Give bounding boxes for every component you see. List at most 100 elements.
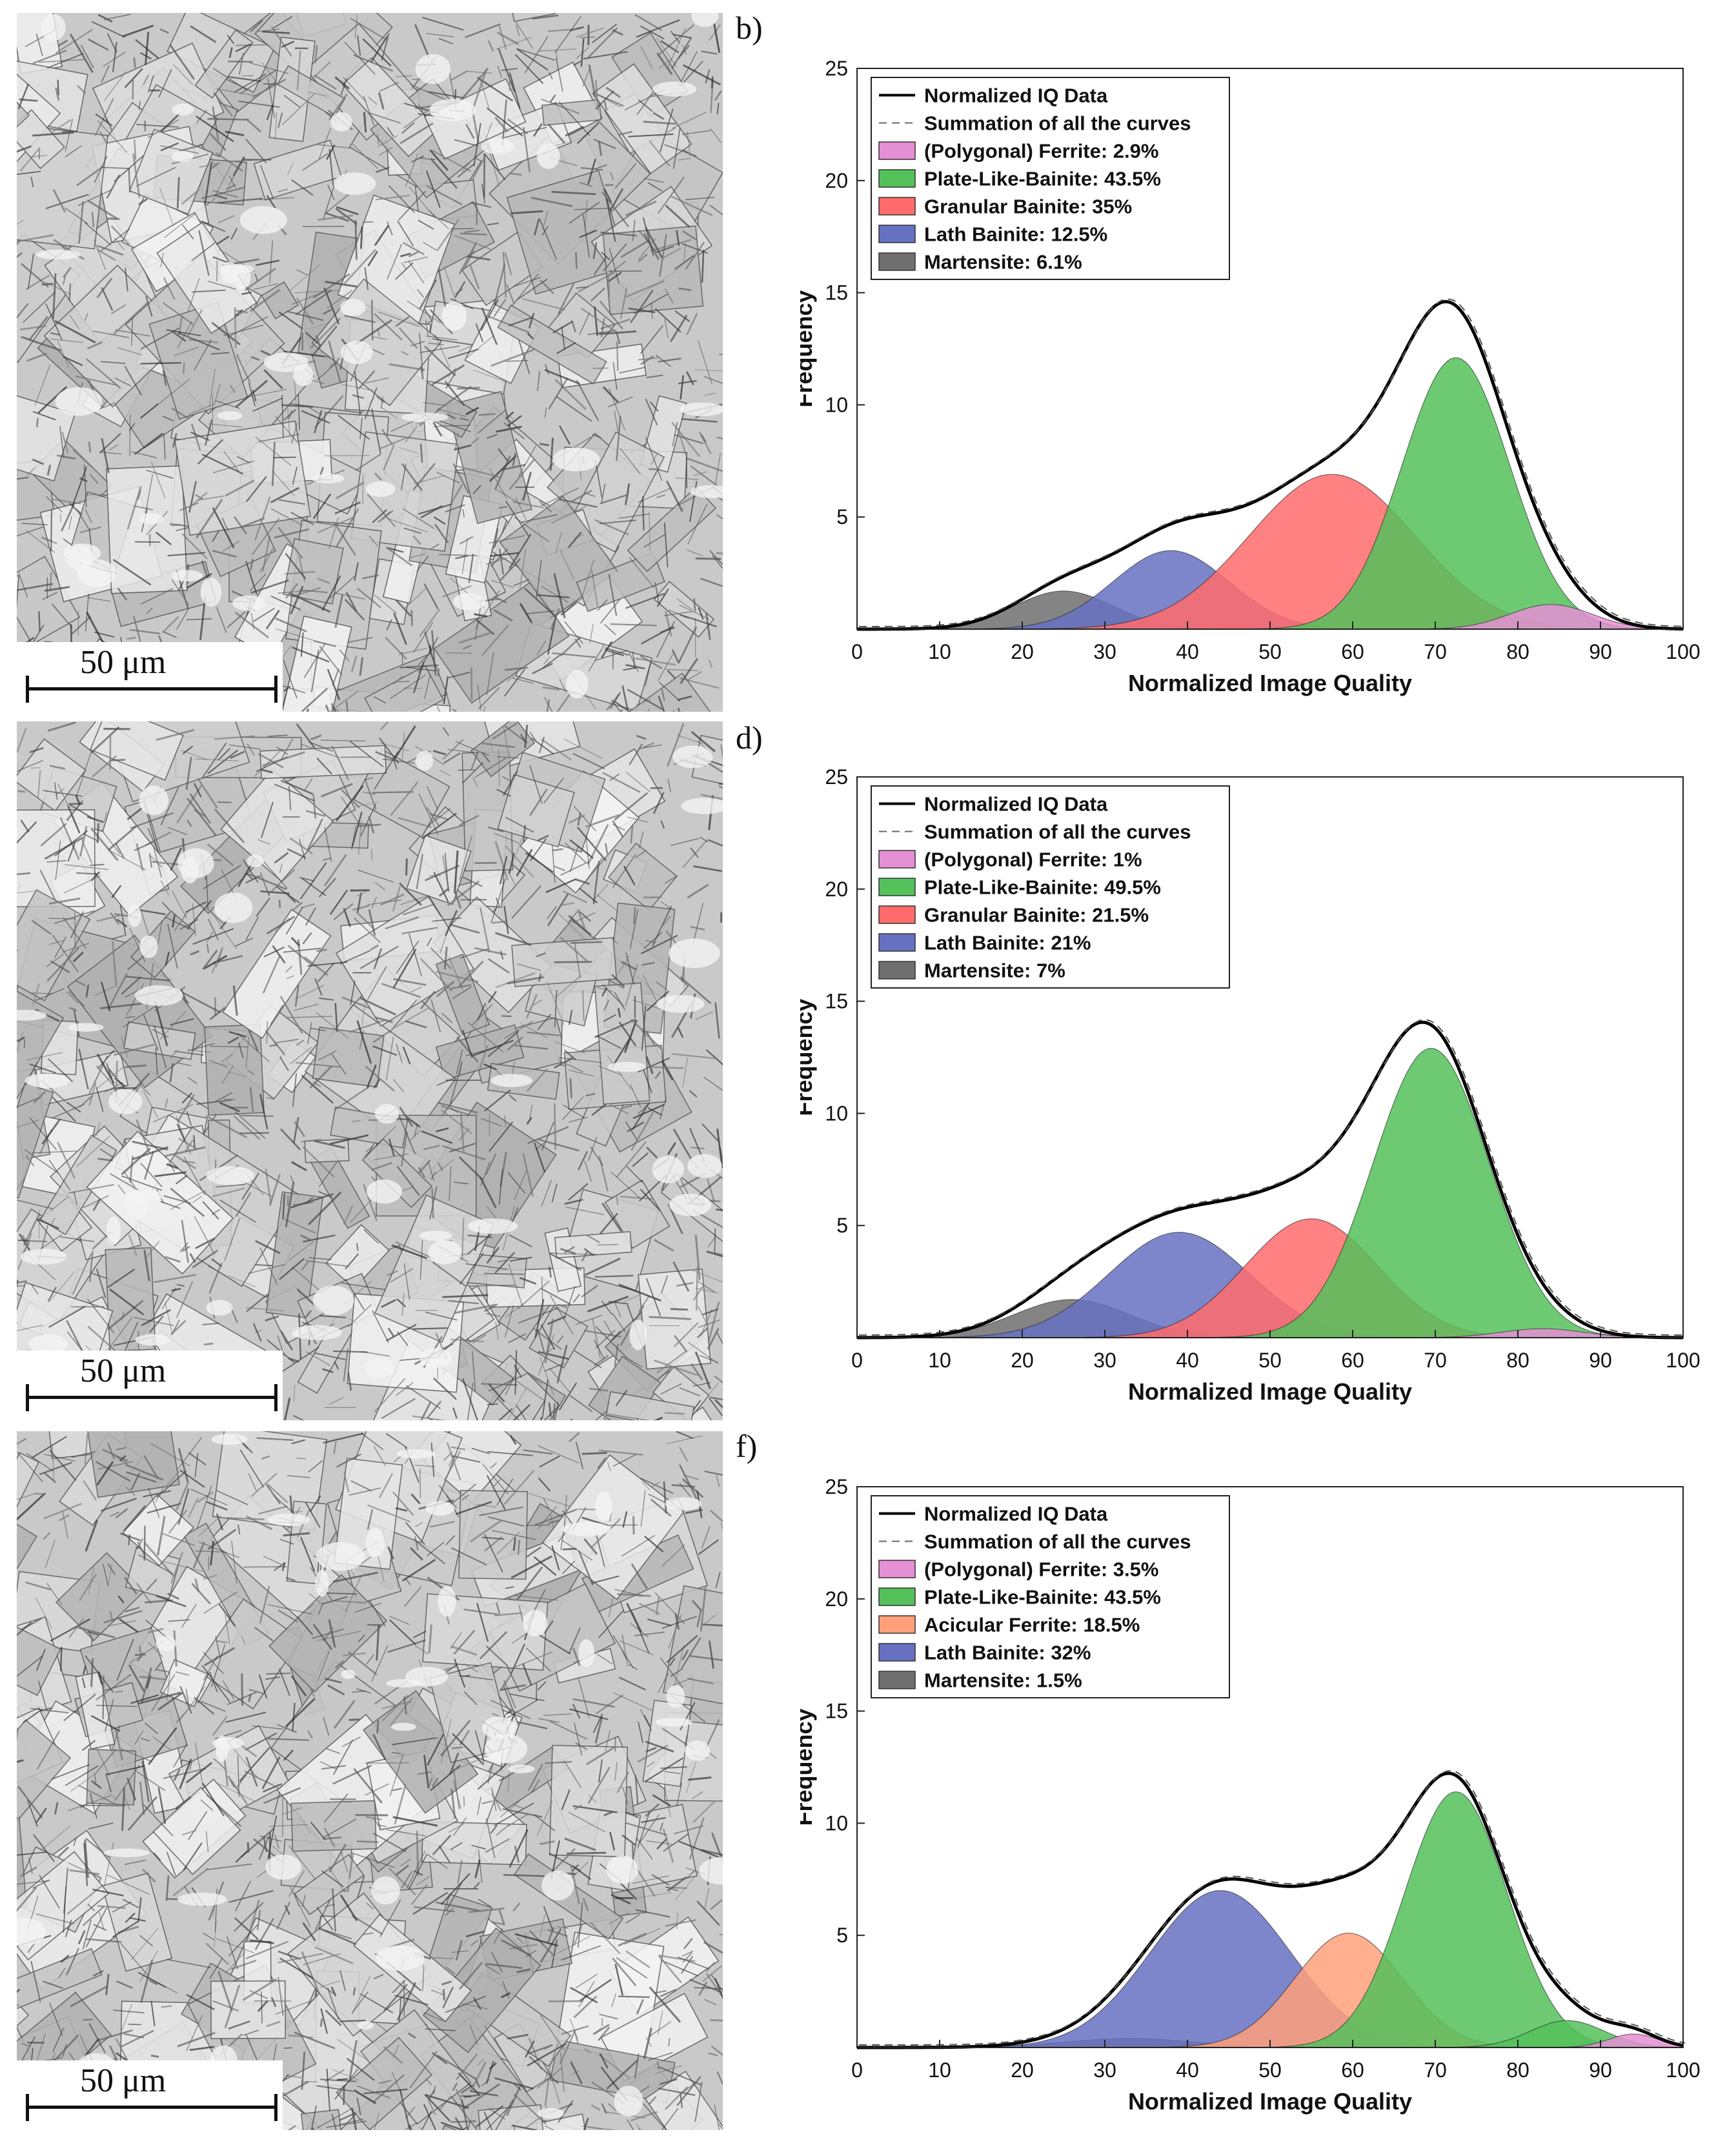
summation-curve-line xyxy=(859,1770,1686,2046)
legend-item-label: Lath Bainite: 21% xyxy=(924,932,1091,954)
x-tick-label: 40 xyxy=(1176,640,1199,663)
legend-item-label: Plate-Like-Bainite: 43.5% xyxy=(924,1586,1161,1609)
x-tick-label: 30 xyxy=(1093,2058,1116,2082)
legend-item-label: Martensite: 1.5% xyxy=(924,1669,1082,1692)
legend-item-label: Acicular Ferrite: 18.5% xyxy=(924,1614,1140,1636)
micrograph-texture xyxy=(17,13,723,712)
x-tick-label: 80 xyxy=(1506,1349,1529,1372)
legend: Normalized IQ Data Summation of all the c… xyxy=(871,785,1230,989)
component-curves xyxy=(856,1047,1684,1338)
legend: Normalized IQ Data Summation of all the c… xyxy=(871,1495,1230,1698)
x-tick-label: 70 xyxy=(1424,640,1447,663)
legend-item-label: Normalized IQ Data xyxy=(924,793,1108,816)
legend-item-label: (Polygonal) Ferrite: 3.5% xyxy=(924,1558,1158,1581)
legend-color-swatch xyxy=(878,1671,916,1689)
x-tick-label: 90 xyxy=(1589,2058,1612,2082)
scale-bar: 50 μm xyxy=(17,642,283,712)
summation-curve-line xyxy=(859,298,1686,627)
legend-item-label: Summation of all the curves xyxy=(924,1531,1191,1553)
x-tick-label: 100 xyxy=(1666,2058,1700,2082)
micrograph-texture xyxy=(17,1431,723,2130)
x-tick-label: 90 xyxy=(1589,640,1612,663)
scale-bar-line xyxy=(26,1396,278,1399)
x-tick-label: 40 xyxy=(1176,1349,1199,1372)
x-tick-label: 10 xyxy=(928,1349,951,1372)
legend-color-swatch xyxy=(878,197,916,216)
legend-item-label: Normalized IQ Data xyxy=(924,85,1108,107)
x-tick-label: 90 xyxy=(1589,1349,1612,1372)
legend-color-swatch xyxy=(878,878,916,896)
x-tick-label: 100 xyxy=(1666,1349,1700,1372)
legend-item-label: (Polygonal) Ferrite: 1% xyxy=(924,849,1142,871)
chart-svg: 0 10 20 30 40 50 60 70 80 90 100 5 10 15 20 25 Normalize… xyxy=(800,765,1701,1405)
scale-bar: 50 μm xyxy=(17,2060,283,2130)
legend-item-label: Lath Bainite: 12.5% xyxy=(924,223,1107,246)
x-tick-label: 0 xyxy=(851,1349,863,1372)
scale-bar: 50 μm xyxy=(17,1351,283,1420)
scale-bar-label: 50 μm xyxy=(80,2062,167,2099)
micrograph-c: 50 μm xyxy=(17,721,723,1420)
legend-color-swatch xyxy=(878,1587,916,1606)
micrograph-e: 50 μm xyxy=(17,1431,723,2130)
legend-item-label: (Polygonal) Ferrite: 2.9% xyxy=(924,140,1158,163)
normalized-iq-data-line xyxy=(857,1020,1683,1340)
y-tick-label: 20 xyxy=(825,1587,848,1611)
x-axis-label: Normalized Image Quality xyxy=(1128,2088,1412,2115)
chart-svg: 0 10 20 30 40 50 60 70 80 90 100 5 10 15 20 25 Normalize… xyxy=(800,1475,1701,2115)
y-axis-label: Frequency xyxy=(800,998,817,1116)
x-tick-label: 20 xyxy=(1011,2058,1034,2082)
legend-item-label: Plate-Like-Bainite: 43.5% xyxy=(924,168,1161,190)
scale-bar-line xyxy=(26,687,278,690)
y-tick-label: 20 xyxy=(825,878,848,901)
x-tick-label: 30 xyxy=(1093,1349,1116,1372)
chart-b: 0 10 20 30 40 50 60 70 80 90 100 5 10 15 20 25 Normalize… xyxy=(800,45,1717,723)
x-tick-label: 60 xyxy=(1341,2058,1364,2082)
x-tick-label: 80 xyxy=(1506,2058,1529,2082)
x-tick-label: 60 xyxy=(1341,640,1364,663)
legend-item-label: Granular Bainite: 35% xyxy=(924,196,1132,218)
panel-label-f: f) xyxy=(736,1428,758,1464)
legend-color-swatch xyxy=(878,1643,916,1662)
y-tick-label: 15 xyxy=(825,990,848,1013)
x-tick-label: 100 xyxy=(1666,640,1700,663)
y-tick-label: 15 xyxy=(825,1700,848,1723)
legend-color-swatch xyxy=(878,169,916,188)
x-axis-label: Normalized Image Quality xyxy=(1128,670,1412,696)
y-tick-label: 5 xyxy=(836,505,848,528)
y-tick-label: 20 xyxy=(825,169,848,192)
panel-label-d: d) xyxy=(736,719,763,756)
x-tick-label: 60 xyxy=(1341,1349,1364,1372)
x-tick-label: 70 xyxy=(1424,2058,1447,2082)
x-tick-label: 20 xyxy=(1011,1349,1034,1372)
normalized-iq-data-line xyxy=(857,299,1684,631)
y-tick-label: 10 xyxy=(825,1102,848,1125)
x-tick-label: 20 xyxy=(1011,640,1034,663)
legend-item-label: Summation of all the curves xyxy=(924,112,1191,135)
panel-label-b: b) xyxy=(736,10,763,46)
legend-color-swatch xyxy=(878,141,916,160)
legend-color-swatch xyxy=(878,850,916,869)
component-curves xyxy=(857,1791,1684,2048)
x-axis-label: Normalized Image Quality xyxy=(1128,1378,1412,1405)
y-tick-label: 5 xyxy=(836,1214,848,1237)
scale-bar-label: 50 μm xyxy=(80,644,167,681)
chart-svg: 0 10 20 30 40 50 60 70 80 90 100 5 10 15 20 25 Normalize… xyxy=(800,57,1701,696)
legend-item-label: Summation of all the curves xyxy=(924,821,1191,843)
x-tick-label: 50 xyxy=(1258,2058,1282,2082)
legend-color-swatch xyxy=(878,961,916,980)
x-tick-label: 10 xyxy=(928,640,951,663)
legend-item-label: Granular Bainite: 21.5% xyxy=(924,904,1149,927)
y-tick-label: 10 xyxy=(825,1811,848,1835)
chart-d: 0 10 20 30 40 50 60 70 80 90 100 5 10 15 20 25 Normalize… xyxy=(800,754,1717,1431)
legend-color-swatch xyxy=(878,933,916,952)
legend-color-swatch xyxy=(878,905,916,924)
x-tick-label: 30 xyxy=(1093,640,1116,663)
y-tick-label: 25 xyxy=(825,765,848,789)
y-tick-label: 15 xyxy=(825,281,848,305)
y-tick-label: 5 xyxy=(836,1924,848,1947)
legend-color-swatch xyxy=(878,1560,916,1578)
normalized-iq-data-line xyxy=(857,1771,1684,2049)
x-tick-label: 70 xyxy=(1424,1349,1447,1372)
legend-color-swatch xyxy=(878,1615,916,1634)
scale-bar-line xyxy=(26,2106,278,2109)
